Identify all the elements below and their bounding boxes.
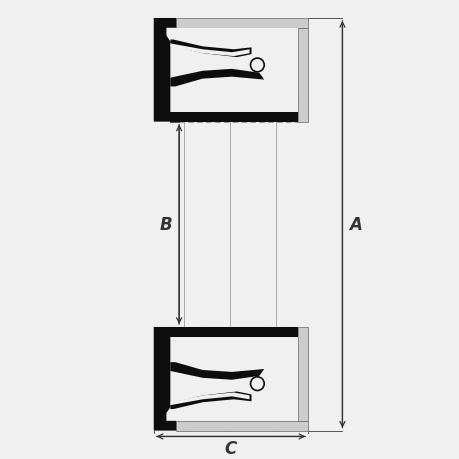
Polygon shape [153,19,176,123]
Polygon shape [153,327,176,431]
Polygon shape [298,327,308,421]
Polygon shape [170,45,249,57]
Polygon shape [298,29,308,123]
Polygon shape [170,112,298,123]
Text: A: A [348,216,361,234]
Polygon shape [170,392,251,409]
Polygon shape [170,70,263,87]
Polygon shape [170,337,298,421]
Polygon shape [170,362,263,380]
Polygon shape [170,327,298,337]
Polygon shape [170,40,251,58]
Circle shape [250,377,263,391]
Polygon shape [170,392,249,405]
Text: B: B [159,216,171,234]
Text: C: C [224,439,236,457]
Polygon shape [176,19,308,29]
Circle shape [250,59,263,73]
Polygon shape [170,29,298,112]
Polygon shape [176,421,308,431]
